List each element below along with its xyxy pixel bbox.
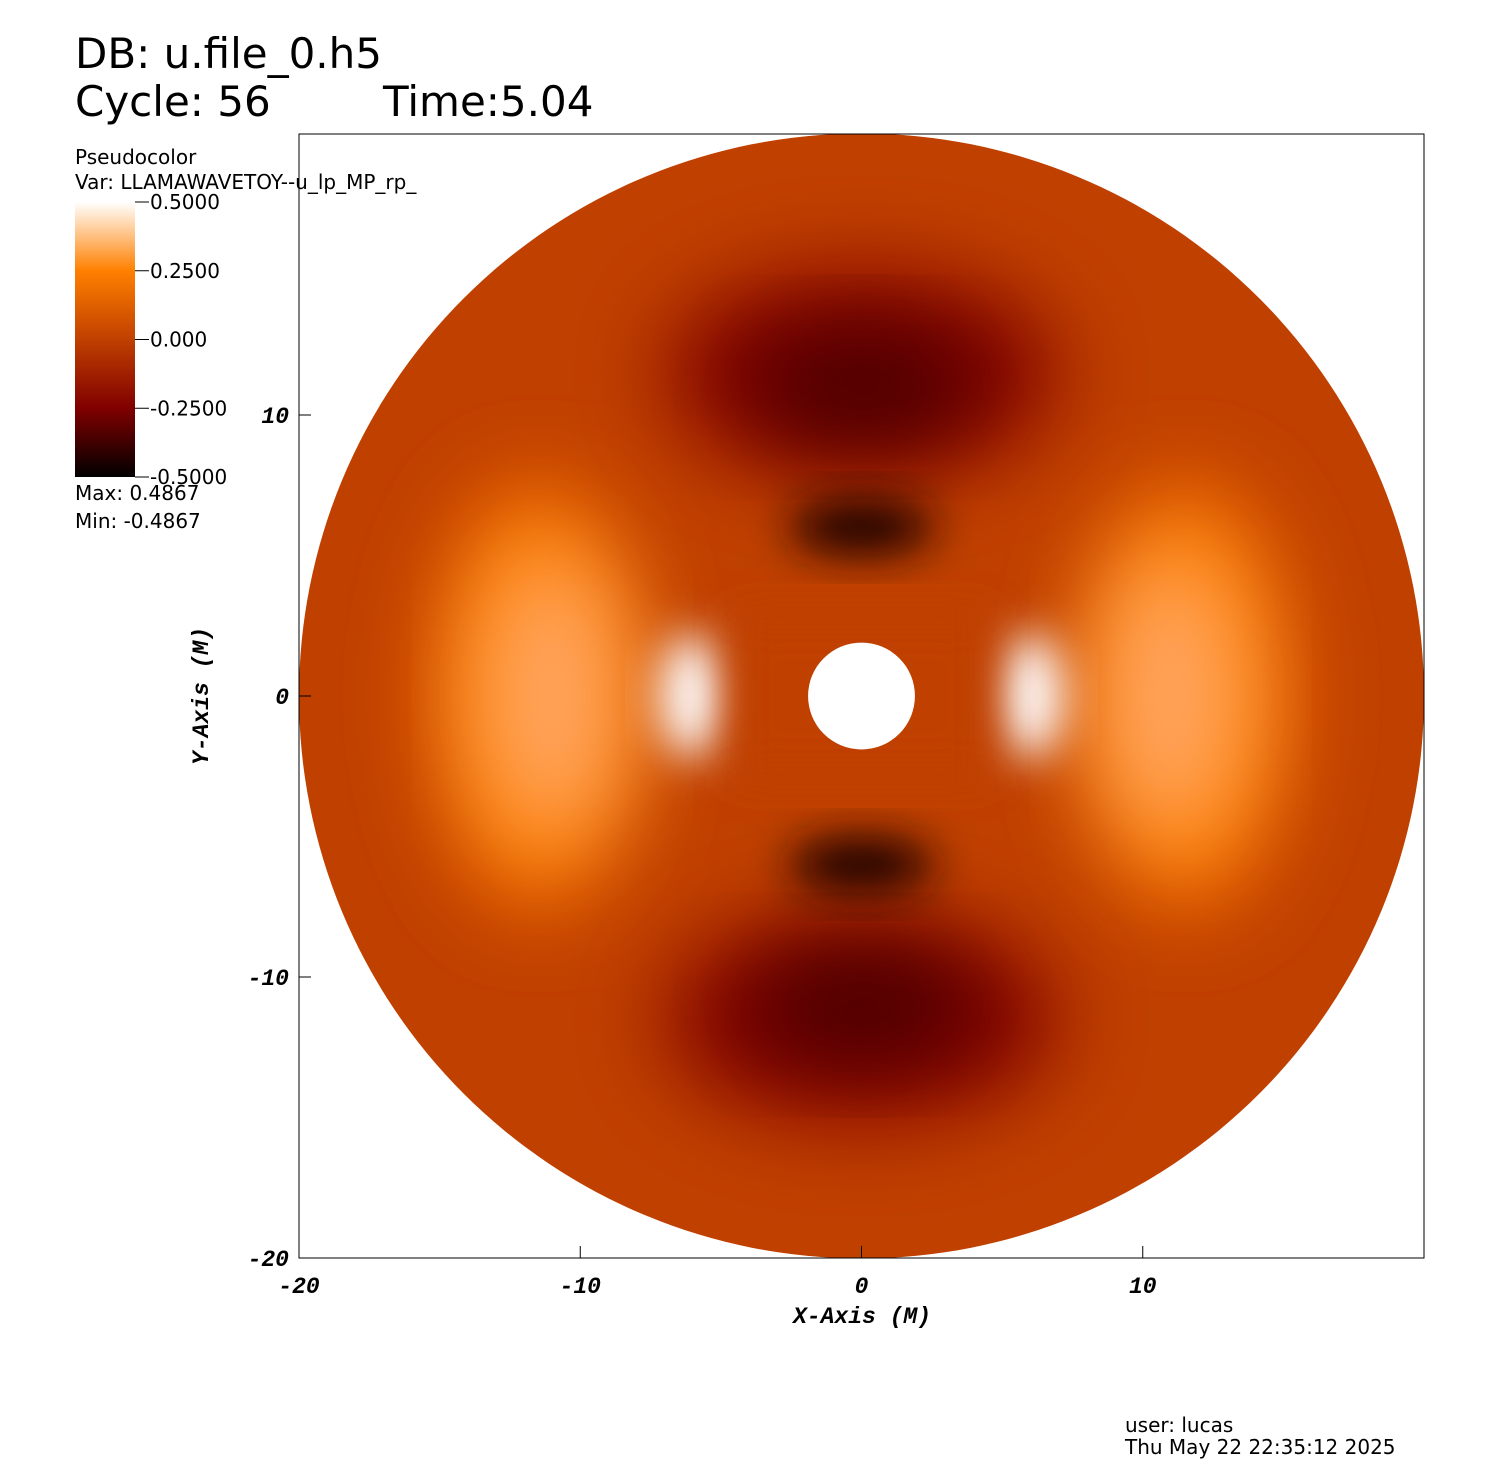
min-label: Min: -0.4867 bbox=[75, 509, 201, 533]
colorbar-tick-label: -0.5000 bbox=[150, 465, 227, 489]
field-blob bbox=[1100, 555, 1242, 837]
max-label: Max: 0.4867 bbox=[75, 481, 199, 505]
plot-name: Pseudocolor bbox=[75, 145, 197, 169]
field-blob bbox=[481, 555, 623, 837]
user-label: user: lucas bbox=[1125, 1413, 1233, 1437]
colorbar-tick-label: 0.5000 bbox=[150, 190, 220, 214]
hole bbox=[808, 642, 915, 750]
colorbar bbox=[75, 202, 135, 477]
y-tick-label: -20 bbox=[248, 1247, 290, 1273]
field-blob bbox=[788, 836, 935, 893]
colorbar-tick-label: 0.2500 bbox=[150, 259, 220, 283]
cycle-label: Cycle: 56 bbox=[75, 77, 271, 126]
x-axis-label: X-Axis (M) bbox=[791, 1304, 931, 1330]
field-blob bbox=[659, 634, 727, 758]
y-tick-label: -10 bbox=[248, 966, 290, 992]
db-label: DB: u.file_0.h5 bbox=[75, 29, 382, 78]
x-tick-label: -20 bbox=[278, 1274, 320, 1300]
y-axis-label: Y-Axis (M) bbox=[189, 627, 215, 765]
field-blob bbox=[788, 499, 935, 556]
field-blob bbox=[996, 634, 1064, 758]
x-tick-label: -10 bbox=[560, 1274, 602, 1300]
x-tick-label: 0 bbox=[855, 1274, 869, 1300]
time-label: Time:5.04 bbox=[382, 77, 593, 126]
colorbar-tick-label: 0.000 bbox=[150, 328, 207, 352]
field-blob bbox=[749, 330, 974, 444]
colorbar-tick-label: -0.2500 bbox=[150, 396, 227, 420]
x-tick-label: 10 bbox=[1129, 1274, 1157, 1300]
y-tick-label: 0 bbox=[275, 685, 289, 711]
var-label: Var: LLAMAWAVETOY--u_lp_MP_rp_ bbox=[75, 170, 417, 194]
field-blob bbox=[749, 948, 974, 1062]
y-tick-label: 10 bbox=[261, 404, 289, 430]
date-label: Thu May 22 22:35:12 2025 bbox=[1124, 1435, 1396, 1459]
